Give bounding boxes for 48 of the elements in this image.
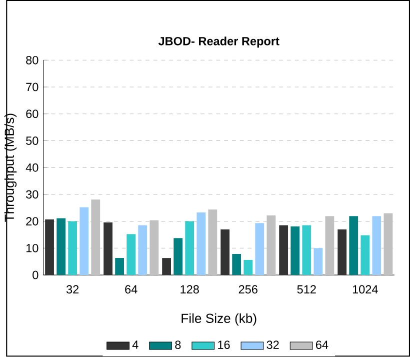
- bar: [255, 223, 264, 276]
- bar: [220, 229, 230, 276]
- bar: [244, 260, 253, 276]
- bar: [45, 220, 54, 276]
- y-tick-label: 40: [26, 164, 38, 172]
- legend-label: 64: [316, 340, 328, 350]
- bar: [338, 229, 347, 276]
- bar: [126, 234, 136, 276]
- bar: [349, 216, 358, 276]
- bar: [104, 222, 112, 276]
- bar: [115, 258, 124, 276]
- y-axis-title: Throughput (MB/s): [4, 114, 17, 222]
- legend-label: 16: [218, 340, 230, 350]
- y-tick-label: 30: [26, 190, 38, 199]
- legend-label: 8: [175, 340, 181, 350]
- bar: [185, 221, 194, 276]
- bar: [138, 225, 148, 276]
- bar: [232, 254, 242, 276]
- y-tick-label: 0: [32, 270, 38, 280]
- y-tick-label: 10: [26, 244, 38, 252]
- x-tick-label: 128: [180, 285, 199, 294]
- bar: [314, 248, 323, 276]
- y-tick-label: 50: [26, 136, 38, 146]
- x-tick-label: 64: [125, 285, 138, 294]
- y-tick-label: 60: [26, 110, 38, 118]
- chart-title: JBOD- Reader Report: [158, 36, 280, 48]
- x-tick-label: 256: [238, 285, 258, 294]
- x-tick-label: 32: [66, 285, 79, 294]
- bar: [91, 200, 100, 276]
- bar: [162, 258, 171, 276]
- bar: [80, 207, 89, 276]
- bar: [174, 238, 183, 276]
- bar: [302, 225, 312, 276]
- y-tick-label: 70: [26, 82, 38, 92]
- bar: [279, 225, 288, 276]
- legend-label: 32: [266, 340, 279, 350]
- bar: [196, 212, 206, 276]
- x-tick-label: 512: [297, 285, 316, 294]
- bar: [68, 221, 78, 276]
- bar: [56, 218, 66, 276]
- y-tick-label: 80: [26, 56, 38, 64]
- bar: [372, 216, 382, 276]
- legend-label: 4: [132, 340, 138, 349]
- x-axis-title: File Size (kb): [182, 314, 256, 326]
- bar: [360, 235, 370, 276]
- y-tick-label: 20: [26, 217, 38, 226]
- bar: [290, 226, 300, 276]
- x-tick-label: 1024: [352, 285, 378, 294]
